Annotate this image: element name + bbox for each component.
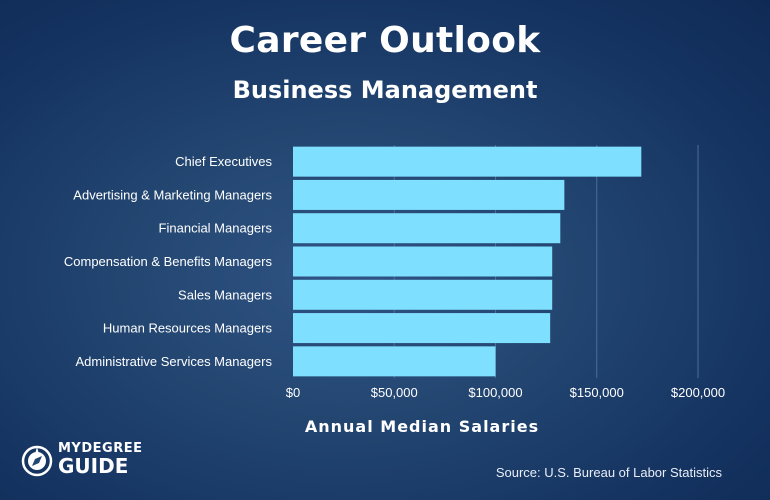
- logo: MYDEGREE GUIDE: [20, 442, 160, 482]
- category-label: Financial Managers: [159, 221, 273, 236]
- bar: [293, 246, 553, 277]
- category-label: Human Resources Managers: [103, 321, 273, 336]
- category-label: Administrative Services Managers: [75, 354, 272, 369]
- x-tick-label: $100,000: [468, 385, 522, 400]
- logo-line-2: GUIDE: [58, 454, 129, 478]
- bar: [293, 179, 565, 210]
- category-label: Advertising & Marketing Managers: [73, 187, 272, 202]
- x-tick-label: $0: [286, 385, 300, 400]
- bar: [293, 213, 561, 244]
- category-label: Sales Managers: [178, 287, 272, 302]
- x-axis-label: Annual Median Salaries: [305, 417, 539, 436]
- chart-title: Career Outlook: [229, 20, 541, 61]
- x-tick-label: $200,000: [671, 385, 725, 400]
- compass-icon: [21, 445, 53, 477]
- logo-wordmark: MYDEGREE GUIDE: [58, 442, 142, 476]
- x-tick-label: $150,000: [570, 385, 624, 400]
- source-note: Source: U.S. Bureau of Labor Statistics: [495, 465, 722, 480]
- chart-subtitle: Business Management: [232, 76, 538, 104]
- bar: [293, 146, 642, 177]
- category-label: Chief Executives: [175, 154, 272, 169]
- category-label: Compensation & Benefits Managers: [64, 254, 273, 269]
- logo-line-1: MYDEGREE: [58, 441, 143, 456]
- bar: [293, 279, 553, 310]
- bar: [293, 313, 551, 344]
- x-tick-label: $50,000: [371, 385, 418, 400]
- bar: [293, 346, 496, 377]
